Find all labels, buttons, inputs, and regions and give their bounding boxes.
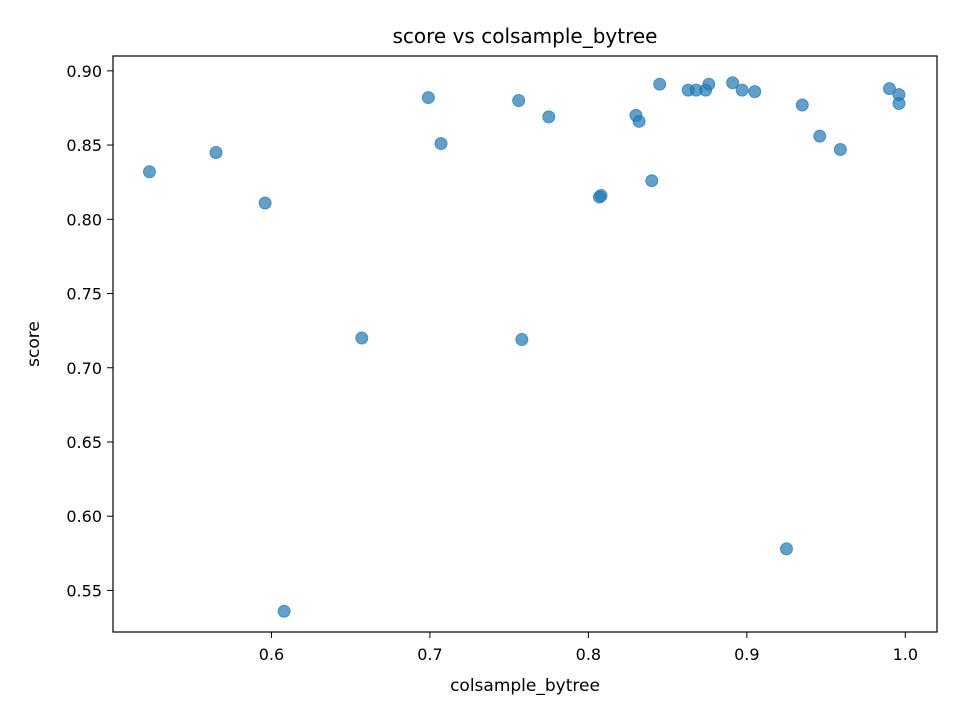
y-tick-label-1: 0.60 — [66, 507, 102, 526]
scatter-point-0 — [142, 165, 156, 179]
y-tick-label-7: 0.90 — [66, 62, 102, 81]
scatter-point-4 — [355, 331, 369, 345]
y-tick-label-6: 0.85 — [66, 136, 102, 155]
scatter-point-7 — [512, 94, 526, 108]
scatter-point-3 — [277, 604, 291, 618]
points-layer — [142, 76, 906, 618]
scatter-point-14 — [645, 174, 659, 188]
scatter-point-29 — [892, 97, 906, 111]
scatter-point-27 — [882, 82, 896, 96]
scatter-point-8 — [515, 333, 529, 347]
y-tick-label-3: 0.70 — [66, 359, 102, 378]
scatter-point-13 — [632, 114, 646, 128]
x-axis: 0.6 0.7 0.8 0.9 1.0 — [259, 632, 918, 664]
scatter-point-26 — [833, 143, 847, 157]
x-tick-label-2: 0.8 — [576, 645, 601, 664]
y-tick-label-5: 0.80 — [66, 210, 102, 229]
scatter-point-2 — [258, 196, 272, 210]
scatter-point-24 — [795, 98, 809, 112]
plot-frame — [112, 55, 938, 633]
scatter-point-25 — [813, 129, 827, 143]
x-tick-label-1: 0.7 — [417, 645, 442, 664]
scatter-point-20 — [726, 76, 740, 90]
scatter-point-11 — [594, 189, 608, 203]
scatter-point-9 — [542, 110, 556, 124]
scatter-point-19 — [702, 77, 716, 91]
scatter-point-22 — [748, 85, 762, 99]
scatter-point-21 — [735, 83, 749, 97]
scatter-point-1 — [209, 145, 223, 159]
y-tick-label-2: 0.65 — [66, 433, 102, 452]
x-tick-label-3: 0.9 — [734, 645, 759, 664]
x-tick-label-0: 0.6 — [259, 645, 284, 664]
y-tick-label-0: 0.55 — [66, 581, 102, 600]
chart-title: score vs colsample_bytree — [393, 24, 658, 48]
x-tick-label-4: 1.0 — [893, 645, 918, 664]
scatter-point-5 — [421, 91, 435, 105]
y-tick-label-4: 0.75 — [66, 285, 102, 304]
x-axis-label: colsample_bytree — [450, 676, 600, 696]
y-axis-label: score — [24, 321, 44, 367]
scatter-point-23 — [779, 542, 793, 556]
scatter-point-15 — [653, 77, 667, 91]
y-axis: 0.55 0.60 0.65 0.70 0.75 0.80 0.85 0.90 — [66, 62, 113, 600]
scatter-point-6 — [434, 137, 448, 151]
